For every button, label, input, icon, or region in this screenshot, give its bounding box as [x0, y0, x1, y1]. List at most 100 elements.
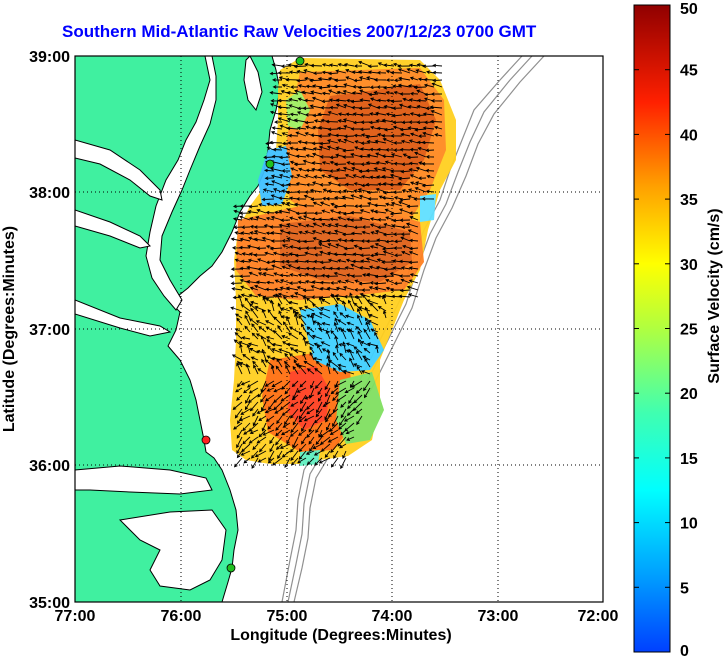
velocity-arrow: [369, 147, 379, 152]
y-tick-label: 37:00: [29, 322, 70, 339]
colorbar-tick-label: 15: [680, 451, 698, 468]
velocity-arrow: [277, 112, 291, 116]
velocity-arrow: [385, 278, 395, 284]
velocity-arrow: [265, 335, 275, 340]
velocity-arrow: [343, 415, 355, 422]
velocity-arrow: [353, 302, 363, 312]
velocity-arrow: [312, 356, 323, 361]
velocity-arrow: [298, 443, 307, 452]
velocity-arrow: [353, 346, 363, 354]
velocity-arrow: [319, 141, 331, 146]
velocity-arrow: [334, 223, 347, 228]
velocity-arrow: [374, 139, 387, 144]
velocity-arrow: [332, 415, 339, 428]
velocity-arrow: [375, 187, 387, 193]
velocity-arrow: [273, 316, 283, 326]
velocity-arrow: [430, 92, 443, 96]
velocity-arrow: [326, 362, 331, 375]
velocity-arrow: [392, 125, 403, 130]
velocity-arrow: [271, 380, 283, 387]
velocity-arrow: [374, 331, 379, 340]
velocity-arrow: [270, 131, 283, 137]
velocity-arrow: [337, 258, 347, 263]
velocity-arrow: [327, 110, 339, 116]
velocity-arrow: [317, 125, 331, 130]
velocity-arrow: [236, 394, 243, 401]
velocity-arrow: [391, 113, 403, 118]
velocity-arrow: [376, 238, 387, 243]
velocity-arrow: [262, 272, 275, 277]
velocity-arrow: [291, 380, 299, 388]
station-marker: [295, 56, 305, 66]
velocity-arrow: [257, 457, 267, 463]
velocity-arrow: [299, 380, 307, 388]
velocity-arrow: [230, 267, 243, 271]
velocity-arrow: [342, 155, 354, 159]
velocity-arrow: [256, 208, 267, 214]
velocity-arrow: [236, 443, 243, 455]
velocity-arrow: [253, 225, 267, 229]
velocity-arrow: [289, 174, 299, 179]
map-title: Southern Mid-Atlantic Raw Velocities 200…: [62, 22, 537, 41]
velocity-arrow: [408, 63, 419, 68]
velocity-arrow: [397, 181, 411, 186]
velocity-arrow: [408, 279, 419, 284]
velocity-arrow: [337, 279, 347, 284]
velocity-arrow: [298, 167, 307, 172]
velocity-arrow: [390, 153, 403, 158]
velocity-arrow: [400, 232, 411, 237]
velocity-arrow: [344, 387, 355, 394]
velocity-arrow: [232, 401, 243, 411]
velocity-arrow: [313, 119, 323, 123]
velocity-arrow: [416, 104, 427, 109]
velocity-arrow: [279, 443, 291, 449]
velocity-arrow: [317, 387, 323, 396]
velocity-arrow: [361, 230, 371, 235]
velocity-arrow: [365, 321, 371, 333]
velocity-arrow: [337, 436, 347, 447]
velocity-arrow: [366, 299, 379, 305]
velocity-arrow: [298, 230, 307, 235]
velocity-arrow: [288, 281, 299, 285]
velocity-arrow: [344, 266, 355, 270]
velocity-arrow: [385, 202, 395, 207]
velocity-arrow: [369, 302, 379, 312]
velocity-arrow: [429, 105, 443, 109]
velocity-arrow: [272, 251, 283, 256]
velocity-arrow: [231, 354, 243, 361]
velocity-arrow: [315, 360, 323, 368]
velocity-arrow: [326, 145, 339, 151]
velocity-arrow: [288, 326, 299, 333]
velocity-arrow: [295, 154, 307, 159]
velocity-arrow: [409, 112, 419, 116]
velocity-arrow: [240, 450, 251, 456]
velocity-arrow: [401, 188, 411, 193]
velocity-arrow: [286, 342, 299, 347]
velocity-arrow: [248, 293, 259, 298]
velocity-arrow: [258, 415, 267, 422]
velocity-arrow: [385, 112, 395, 117]
velocity-arrow: [294, 311, 307, 319]
velocity-arrow: [278, 348, 291, 354]
potomac-river: [75, 139, 163, 201]
velocity-arrow: [293, 118, 307, 123]
velocity-arrow: [406, 155, 419, 160]
velocity-arrow: [332, 394, 339, 402]
velocity-arrow: [357, 330, 363, 340]
velocity-arrow: [335, 387, 347, 395]
velocity-arrow: [278, 173, 291, 179]
velocity-arrow: [368, 313, 379, 319]
velocity-arrow: [317, 217, 331, 222]
velocity-arrow: [364, 357, 371, 368]
velocity-arrow: [421, 197, 435, 201]
velocity-arrow: [250, 356, 259, 361]
velocity-vectors: [229, 60, 443, 470]
velocity-arrow: [233, 422, 243, 430]
velocity-arrow: [351, 380, 363, 388]
velocity-arrow: [345, 76, 355, 81]
velocity-arrow: [277, 71, 291, 75]
velocity-arrow: [366, 153, 379, 158]
velocity-arrow: [288, 353, 299, 361]
velocity-arrow: [316, 401, 323, 414]
velocity-arrow: [408, 167, 419, 172]
